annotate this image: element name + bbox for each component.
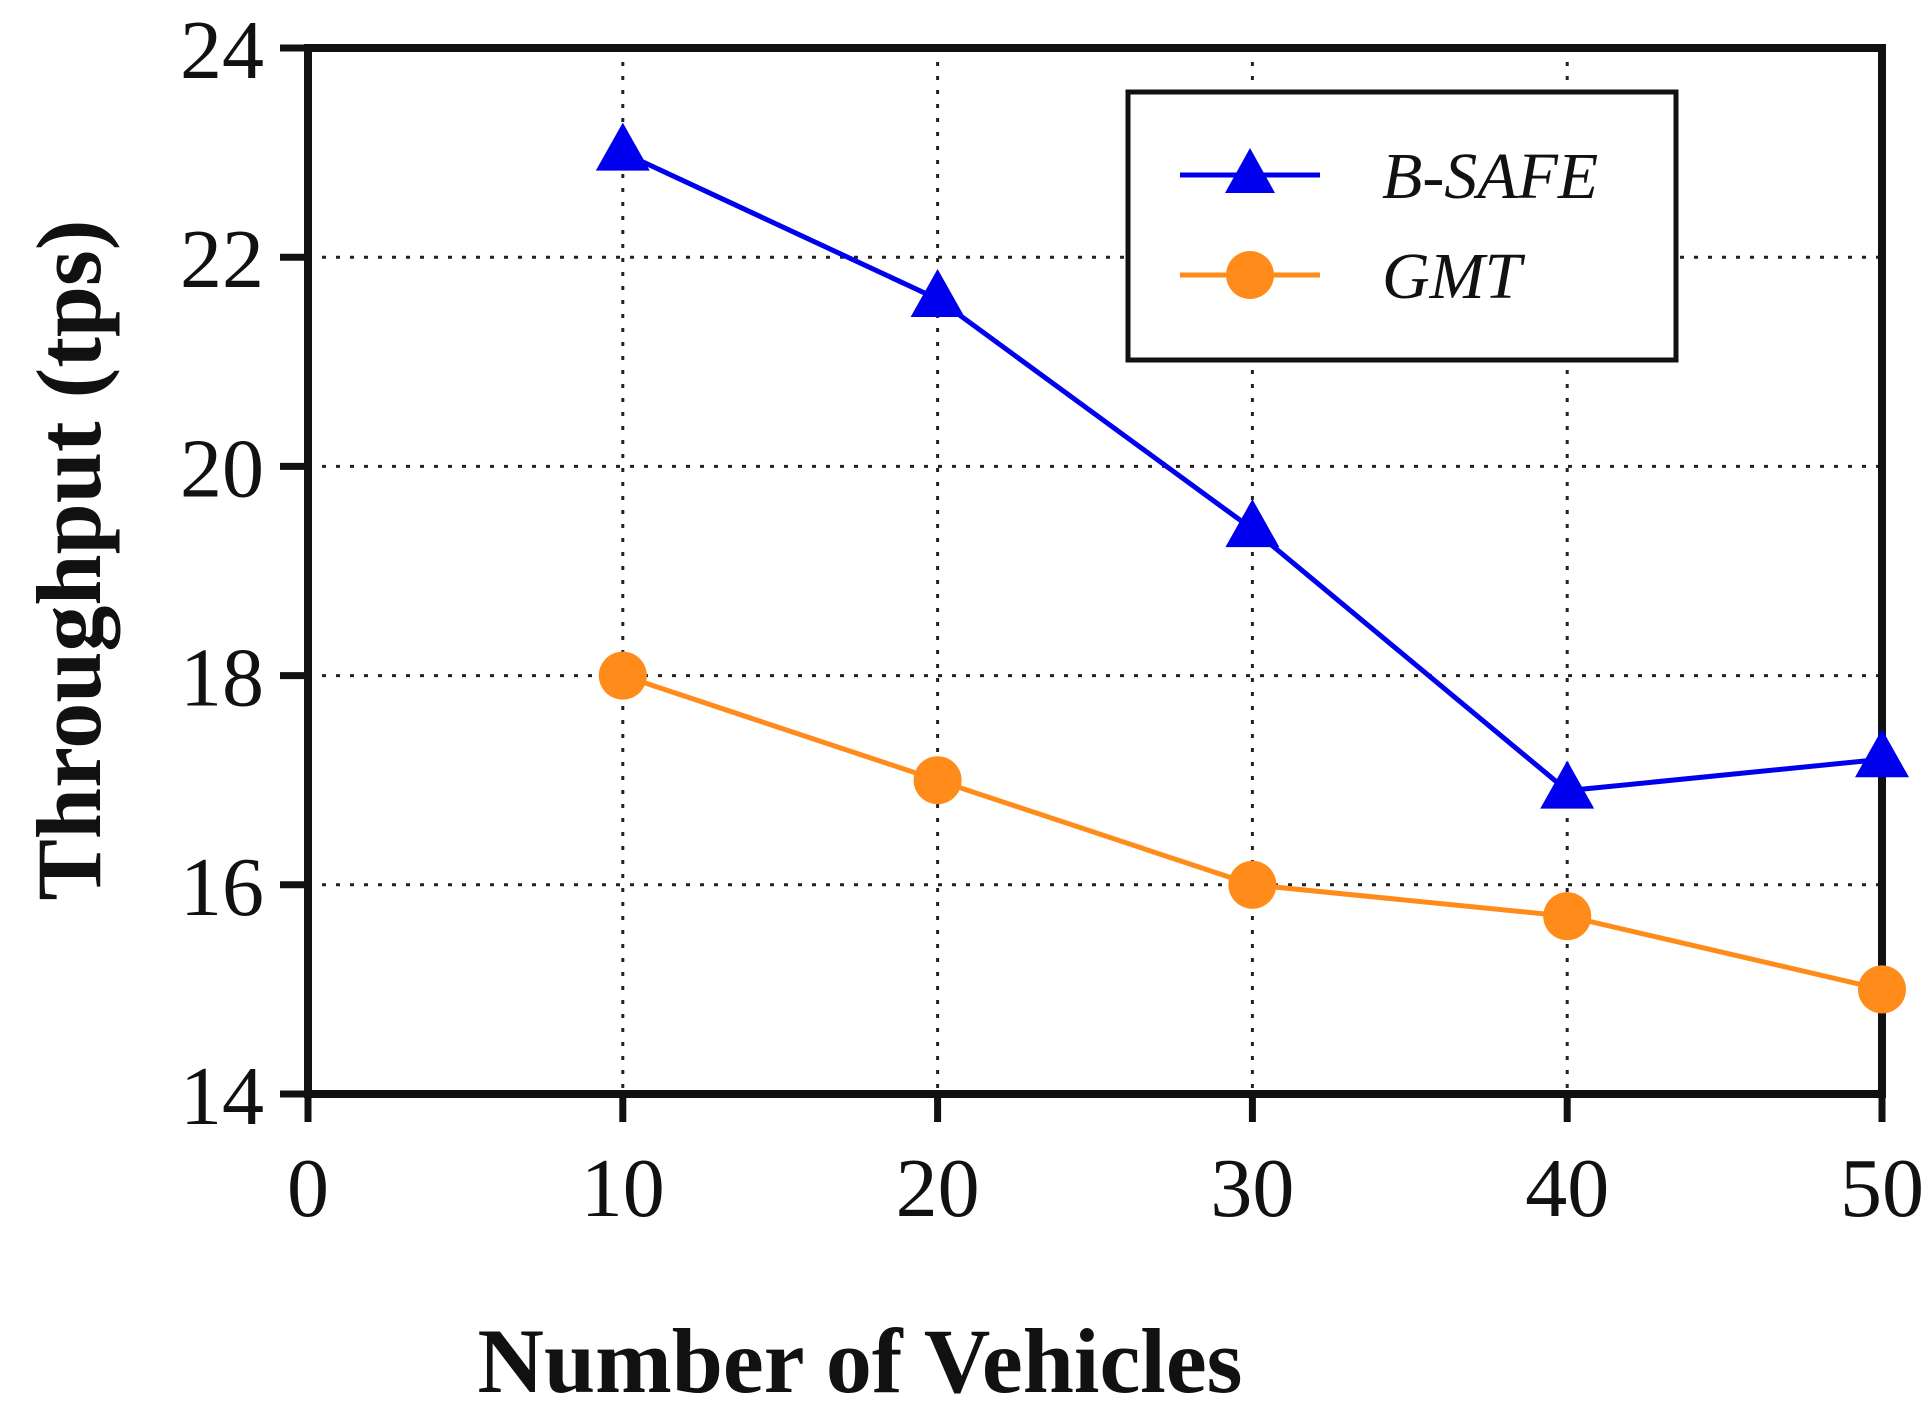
- legend-box: [1125, 89, 1679, 363]
- y-tick-label-20: 20: [180, 422, 264, 515]
- x-tick-label-0: 0: [287, 1142, 329, 1235]
- data-point-b-safe: [595, 122, 650, 171]
- x-tick-label-10: 10: [581, 1142, 665, 1235]
- data-point-b-safe: [910, 269, 965, 318]
- x-tick-label-20: 20: [896, 1142, 980, 1235]
- data-point-b-safe: [1855, 729, 1909, 778]
- y-tick-label-14: 14: [180, 1050, 264, 1143]
- legend: B-SAFE GMT: [1125, 89, 1679, 363]
- series-group: [595, 122, 1909, 1014]
- ticks: 0 10 20 30 40 50 14 16 18 20 22 24: [180, 4, 1924, 1235]
- x-axis-title: Number of Vehicles: [478, 1310, 1243, 1412]
- y-tick-label-24: 24: [180, 4, 264, 97]
- data-point-gmt: [1858, 965, 1906, 1014]
- data-point-gmt: [1543, 892, 1592, 941]
- data-point-gmt: [1228, 860, 1277, 909]
- legend-label-gmt: GMT: [1382, 240, 1526, 313]
- y-axis-title: Throughput (tps): [18, 220, 120, 901]
- axes: [304, 44, 1886, 1098]
- data-point-gmt: [913, 756, 962, 805]
- y-tick-label-18: 18: [180, 632, 264, 725]
- data-point-b-safe: [1225, 499, 1280, 548]
- x-tick-label-40: 40: [1525, 1142, 1609, 1235]
- data-point-b-safe: [1540, 760, 1595, 809]
- legend-marker-b-safe: [1225, 148, 1275, 193]
- x-tick-label-50: 50: [1840, 1142, 1924, 1235]
- x-tick-label-30: 30: [1210, 1142, 1294, 1235]
- legend-marker-gmt: [1226, 251, 1274, 299]
- y-tick-label-16: 16: [180, 841, 264, 934]
- y-tick-label-22: 22: [180, 213, 264, 306]
- legend-label-b-safe: B-SAFE: [1382, 140, 1598, 213]
- plot-frame: [304, 44, 1886, 1098]
- data-point-gmt: [598, 651, 647, 700]
